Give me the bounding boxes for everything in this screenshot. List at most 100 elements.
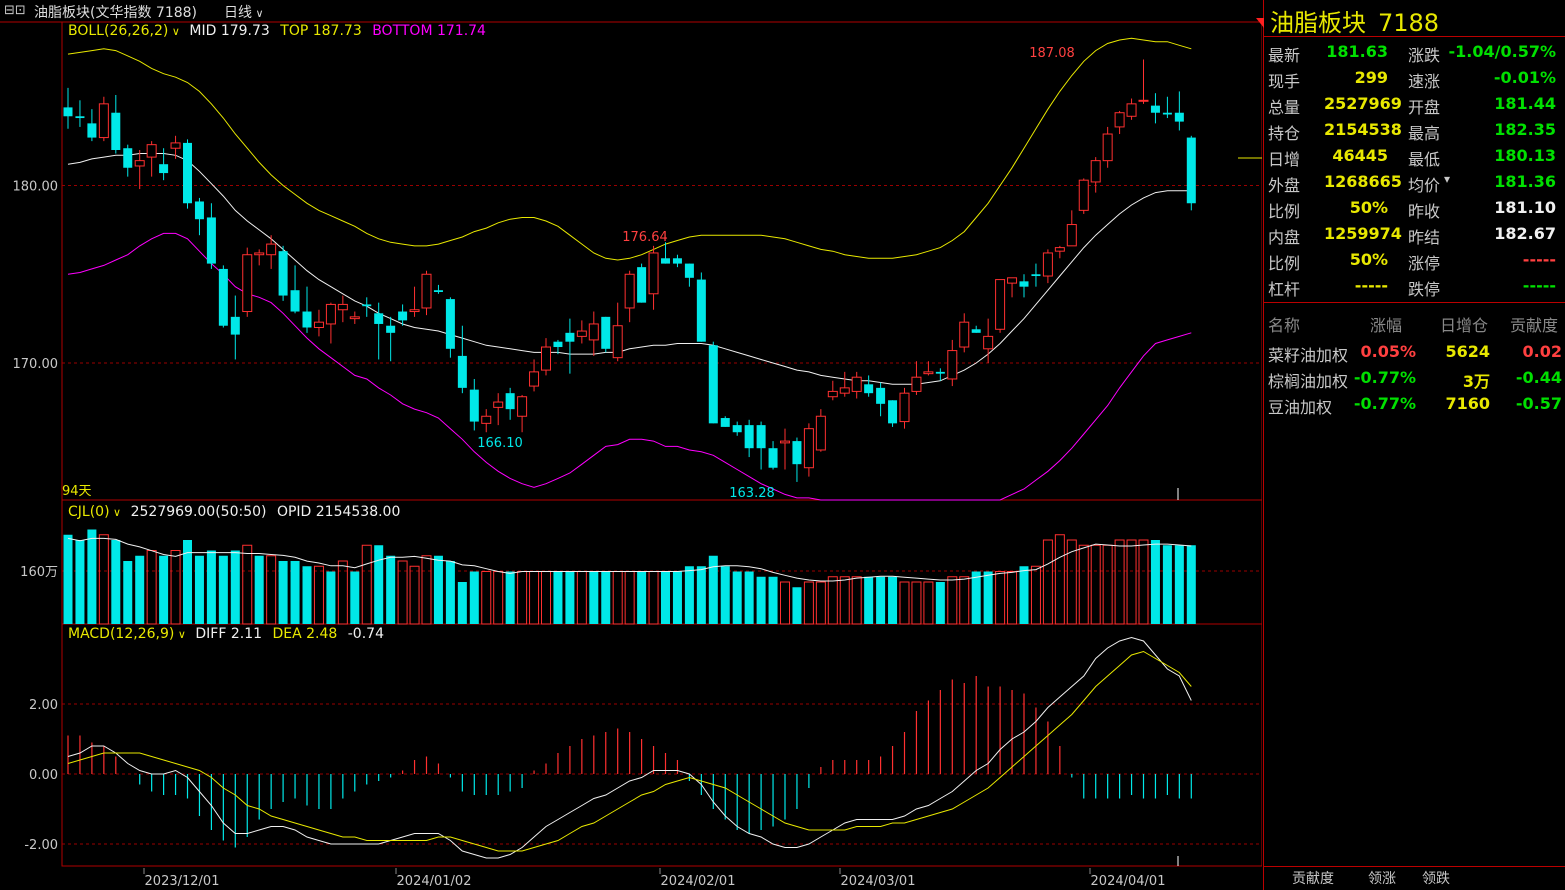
- quote-label: 比例: [1268, 254, 1301, 273]
- candle-body: [851, 376, 862, 392]
- macd-tick-label: 0.00: [29, 768, 58, 783]
- tab-leaders-down[interactable]: 领跌: [1422, 871, 1450, 887]
- quote-value: 181.10: [1494, 198, 1556, 217]
- col-oi[interactable]: 日增仓: [1440, 316, 1489, 335]
- candle-body: [457, 355, 467, 388]
- contrib-name[interactable]: 菜籽油加权: [1268, 346, 1349, 365]
- quote-value: 2154538: [1324, 120, 1402, 139]
- volume-bar: [290, 561, 300, 624]
- candle-body: [1102, 133, 1113, 162]
- volume-bar: [744, 571, 754, 624]
- date-tick-label: 2024/03/01: [841, 874, 916, 889]
- candle-body: [612, 325, 623, 359]
- quote-label: 内盘: [1268, 228, 1301, 247]
- chevron-down-icon[interactable]: ∨: [109, 506, 125, 519]
- volume-bar: [1054, 534, 1065, 625]
- volume-bar: [1042, 539, 1053, 625]
- volume-bar: [337, 560, 348, 625]
- axis-labels: 180.00 170.00 160万 2.00 0.00 -2.00 2023/12/01 2…: [13, 180, 1166, 890]
- candle-body: [684, 263, 694, 278]
- macd-name[interactable]: MACD(12,26,9): [68, 626, 175, 642]
- candle-body: [876, 387, 886, 404]
- candle-body: [123, 148, 133, 168]
- volume-bar: [911, 581, 922, 625]
- tab-leaders-up[interactable]: 领涨: [1368, 871, 1396, 887]
- volume-bar: [481, 571, 492, 625]
- caret-down-icon[interactable]: ▾: [1444, 172, 1451, 186]
- candle-body: [1090, 160, 1101, 183]
- candle-body: [720, 418, 730, 427]
- contrib-name[interactable]: 豆油加权: [1268, 398, 1333, 417]
- quote-value: 181.44: [1494, 94, 1556, 113]
- panel-frame: [61, 623, 1262, 867]
- chevron-down-icon[interactable]: ∨: [252, 7, 264, 20]
- quote-label: 持仓: [1268, 124, 1301, 143]
- contrib-value[interactable]: -0.57: [1515, 394, 1562, 413]
- volume-bar: [768, 576, 778, 624]
- chart-type-icon[interactable]: ⊟⊡: [4, 3, 26, 18]
- candle-body: [194, 201, 204, 220]
- volume-bar: [839, 576, 850, 625]
- boll-legend[interactable]: BOLL(26,26,2) ∨ MID 179.73 TOP 187.73 BO…: [68, 23, 486, 39]
- quote-label: 最低: [1408, 150, 1441, 169]
- volume-bar: [565, 571, 575, 624]
- contrib-change[interactable]: -0.77%: [1353, 368, 1416, 387]
- candle-body: [1042, 252, 1053, 277]
- macd-legend[interactable]: MACD(12,26,9) ∨ DIFF 2.11 DEA 2.48 -0.74: [68, 626, 384, 642]
- volume-bar: [684, 566, 694, 624]
- macd-dea-line: [67, 650, 1192, 852]
- col-change[interactable]: 涨幅: [1370, 316, 1403, 335]
- period-selector[interactable]: 日线 ∨: [224, 2, 264, 22]
- volume-bar: [1126, 539, 1137, 625]
- vol-legend[interactable]: CJL(0) ∨ 2527969.00(50:50) OPID 2154538.…: [68, 504, 400, 520]
- volume-bar: [170, 550, 181, 625]
- candle-body: [87, 123, 97, 138]
- chart-area[interactable]: 180.00 170.00 160万 2.00 0.00 -2.00 2023/12/01 2…: [0, 0, 1262, 890]
- volume-bar: [1114, 539, 1125, 625]
- volume-bar: [1174, 545, 1184, 624]
- candle-body: [1019, 281, 1029, 287]
- quote-label: 昨收: [1408, 202, 1441, 221]
- tab-contrib[interactable]: 贡献度: [1292, 871, 1334, 887]
- col-contrib[interactable]: 贡献度: [1510, 316, 1559, 335]
- instrument-title[interactable]: 油脂板块(文华指数 7188): [34, 5, 198, 21]
- volume-bar: [541, 571, 551, 625]
- contrib-oi[interactable]: 5624: [1445, 342, 1490, 361]
- chevron-down-icon[interactable]: ∨: [168, 25, 184, 38]
- divider: [1264, 302, 1565, 303]
- contrib-value[interactable]: -0.44: [1515, 368, 1562, 387]
- quote-value: -0.01%: [1493, 68, 1556, 87]
- contrib-oi[interactable]: 7160: [1445, 394, 1490, 413]
- candle-body: [661, 258, 670, 264]
- candle-body: [433, 290, 443, 292]
- volume-bar: [242, 544, 253, 625]
- quote-value: 1268665: [1324, 172, 1402, 191]
- macd-tick-label: -2.00: [24, 838, 58, 853]
- contrib-change[interactable]: 0.05%: [1360, 342, 1416, 361]
- boll-bottom-line: [67, 232, 1192, 501]
- boll-name[interactable]: BOLL(26,26,2): [68, 23, 169, 39]
- contrib-oi[interactable]: 3万: [1462, 372, 1490, 391]
- quote-value: 50%: [1349, 198, 1388, 217]
- volume-bar: [421, 555, 432, 625]
- chevron-down-icon[interactable]: ∨: [174, 628, 190, 641]
- candle-body: [170, 142, 181, 149]
- volume-bar: [397, 560, 408, 625]
- cjl-name[interactable]: CJL(0): [68, 504, 110, 520]
- contrib-name[interactable]: 棕榈油加权: [1268, 372, 1349, 391]
- contrib-value[interactable]: 0.02: [1522, 342, 1562, 361]
- col-name[interactable]: 名称: [1268, 316, 1301, 335]
- volume-bar: [505, 571, 515, 624]
- contrib-change[interactable]: -0.77%: [1353, 394, 1416, 413]
- boll-top: TOP 187.73: [280, 23, 362, 39]
- quote-label: 最新: [1268, 46, 1301, 65]
- period-label[interactable]: 日线: [224, 5, 252, 21]
- volume-bar: [123, 561, 133, 624]
- volume-bar: [576, 571, 587, 625]
- volume-bar: [995, 571, 1006, 625]
- candle-body: [768, 448, 778, 468]
- candle-body: [648, 252, 659, 295]
- volume-bar: [87, 529, 97, 624]
- price-tick-label: 180.00: [13, 180, 59, 195]
- candle-body: [1126, 103, 1137, 117]
